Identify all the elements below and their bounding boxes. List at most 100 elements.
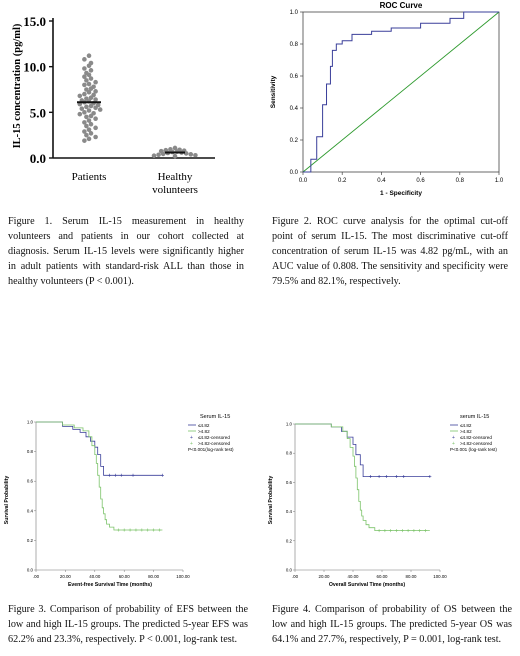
data-point bbox=[88, 95, 94, 101]
figure4-ylabel: Survival Probability bbox=[268, 476, 274, 525]
censor-mark bbox=[160, 473, 164, 477]
x-tick-label: 40.00 bbox=[89, 574, 101, 579]
data-point bbox=[188, 152, 194, 157]
data-point bbox=[151, 153, 157, 159]
legend-censor-mark: + bbox=[452, 441, 455, 447]
data-point bbox=[84, 132, 89, 138]
censor-mark bbox=[140, 528, 144, 532]
data-point bbox=[93, 79, 98, 85]
y-tick-label: 0.0 bbox=[30, 151, 46, 166]
figure2-caption: Figure 2. ROC curve analysis for the opt… bbox=[272, 216, 508, 287]
data-point bbox=[93, 89, 98, 94]
figure2-chart: ROC Curve Sensitivity 1 - Specificity 0.… bbox=[262, 0, 512, 200]
figure1-category-label: Healthy bbox=[158, 171, 193, 183]
censor-mark bbox=[128, 528, 132, 532]
x-tick-label: 0.6 bbox=[416, 178, 425, 184]
legend-item: ≤4.82-censored bbox=[198, 435, 230, 440]
data-point bbox=[88, 113, 94, 119]
y-tick-label: 0.4 bbox=[286, 509, 293, 514]
data-point bbox=[82, 74, 87, 80]
figure1-category-label: Patients bbox=[72, 171, 107, 183]
km-curve-low bbox=[295, 423, 430, 477]
data-point bbox=[77, 111, 83, 117]
legend-censor-mark: + bbox=[452, 435, 455, 441]
x-tick-label: 100.00 bbox=[433, 574, 447, 579]
data-point bbox=[156, 152, 161, 158]
figure4-xlabel: Overall Survival Time (months) bbox=[329, 582, 406, 588]
y-tick-label: 10.0 bbox=[23, 60, 46, 75]
y-tick-label: 0.6 bbox=[286, 480, 293, 485]
data-point bbox=[88, 103, 94, 109]
legend-item: ≤4.82-censored bbox=[460, 435, 492, 440]
figure1-caption: Figure 1. Serum IL-15 measurement in hea… bbox=[8, 216, 244, 287]
x-tick-label: 1.0 bbox=[495, 178, 504, 184]
censor-mark bbox=[395, 475, 398, 479]
x-tick-label: 100.00 bbox=[176, 574, 190, 579]
x-tick-label: 40.00 bbox=[348, 574, 360, 579]
data-point bbox=[88, 121, 94, 127]
data-point bbox=[82, 91, 87, 97]
censor-mark bbox=[152, 528, 156, 532]
y-tick-label: 0.0 bbox=[290, 170, 299, 176]
data-point bbox=[86, 108, 92, 113]
legend-item: >4.82 bbox=[460, 429, 472, 434]
legend-item: >4.82-censored bbox=[460, 441, 492, 446]
y-tick-label: 0.6 bbox=[27, 479, 34, 484]
data-point bbox=[88, 76, 94, 81]
data-point bbox=[88, 68, 94, 73]
figure1-category-label: volunteers bbox=[152, 184, 198, 196]
y-tick-label: 0.8 bbox=[290, 42, 299, 48]
x-tick-label: 80.00 bbox=[148, 574, 160, 579]
figure3-caption: Figure 3. Comparison of probability of E… bbox=[8, 604, 248, 645]
data-point bbox=[172, 153, 178, 159]
legend-title: Serum IL-15 bbox=[200, 414, 230, 420]
data-point bbox=[86, 89, 92, 95]
data-point bbox=[93, 134, 98, 140]
data-point bbox=[93, 125, 98, 131]
x-tick-label: 0.2 bbox=[338, 178, 347, 184]
x-tick-label: 80.00 bbox=[406, 574, 418, 579]
figure3-chart: Survival Probability Event-free Survival… bbox=[4, 414, 234, 588]
censor-mark bbox=[146, 528, 150, 532]
censor-mark bbox=[406, 529, 410, 533]
figure4-pvalue: P<0.001 (log-rank test) bbox=[450, 447, 497, 452]
data-point bbox=[84, 114, 89, 120]
data-point bbox=[82, 138, 87, 143]
censor-mark bbox=[424, 529, 427, 533]
data-point bbox=[86, 118, 92, 123]
x-tick-label: 0.8 bbox=[456, 178, 465, 184]
data-point bbox=[82, 110, 87, 115]
censor-mark bbox=[131, 473, 135, 477]
figure4-chart: Survival Probability Overall Survival Ti… bbox=[268, 414, 497, 588]
y-tick-label: 0.6 bbox=[290, 74, 299, 80]
censor-mark bbox=[412, 529, 416, 533]
y-tick-label: 0.4 bbox=[290, 106, 299, 112]
data-point bbox=[86, 136, 92, 142]
y-tick-label: 5.0 bbox=[30, 105, 46, 120]
data-point bbox=[88, 131, 94, 136]
censor-mark bbox=[122, 528, 126, 532]
x-tick-label: .00 bbox=[292, 574, 299, 579]
censor-mark bbox=[377, 529, 381, 533]
censor-mark bbox=[377, 475, 381, 479]
censor-mark bbox=[383, 529, 387, 533]
censor-mark bbox=[108, 473, 111, 477]
data-point bbox=[183, 151, 189, 156]
km-curve-high bbox=[36, 421, 163, 531]
figure4-caption: Figure 4. Comparison of probability of O… bbox=[272, 604, 512, 645]
censor-mark bbox=[428, 475, 432, 479]
data-point bbox=[160, 151, 166, 157]
data-point bbox=[84, 123, 89, 129]
figure2-title: ROC Curve bbox=[380, 1, 423, 10]
censor-mark bbox=[119, 473, 123, 477]
figure1-chart: IL-15 concentration (pg/ml) 0.0 5.0 10.0 15… bbox=[12, 14, 215, 196]
censor-mark bbox=[116, 528, 120, 532]
data-point bbox=[193, 152, 198, 158]
y-tick-label: 0.4 bbox=[27, 508, 34, 513]
km-curve-high bbox=[295, 423, 430, 531]
x-tick-label: 0.4 bbox=[377, 178, 386, 184]
data-point bbox=[93, 116, 98, 122]
censor-mark bbox=[384, 475, 388, 479]
data-point bbox=[93, 97, 98, 102]
y-tick-label: 0.0 bbox=[27, 568, 34, 573]
